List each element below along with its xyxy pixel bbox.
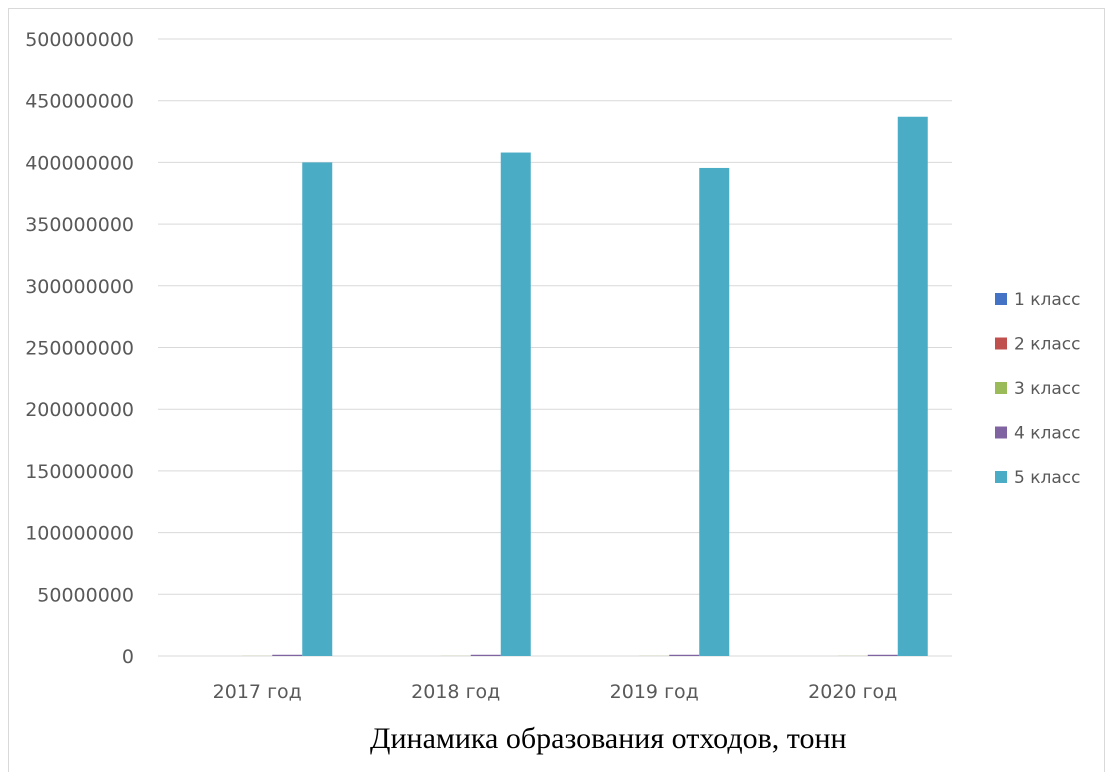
legend-swatch <box>995 426 1007 439</box>
legend-label: 5 класс <box>1014 468 1080 488</box>
bar <box>302 162 333 656</box>
legend-swatch <box>995 293 1007 305</box>
x-tick-label: 2019 год <box>610 681 699 703</box>
legend-label: 3 класс <box>1014 379 1080 399</box>
bar <box>500 152 531 656</box>
y-tick-label: 0 <box>122 646 134 668</box>
y-tick-label: 350000000 <box>25 214 134 236</box>
bar <box>699 167 730 656</box>
x-tick-label: 2018 год <box>411 681 500 703</box>
bar <box>867 654 898 656</box>
legend-label: 4 класс <box>1014 424 1080 444</box>
y-tick-label: 50000000 <box>37 584 134 606</box>
y-tick-label: 100000000 <box>25 523 134 545</box>
legend-swatch <box>995 337 1007 350</box>
x-tick-label: 2020 год <box>808 681 897 703</box>
y-tick-label: 400000000 <box>25 152 134 174</box>
legend-swatch <box>995 382 1007 394</box>
x-tick-label: 2017 год <box>213 681 302 703</box>
bar <box>272 654 303 656</box>
y-tick-label: 200000000 <box>25 399 134 421</box>
bar <box>669 654 700 656</box>
chart-caption: Динамика образования отходов, тонн <box>370 722 847 755</box>
bar <box>470 654 501 656</box>
legend-label: 1 класс <box>1014 290 1080 310</box>
y-tick-label: 500000000 <box>25 29 134 51</box>
y-tick-label: 300000000 <box>25 276 134 298</box>
y-tick-label: 250000000 <box>25 338 134 360</box>
y-tick-label: 150000000 <box>25 461 134 483</box>
y-tick-label: 450000000 <box>25 91 134 113</box>
bar <box>897 116 928 656</box>
legend-swatch <box>995 471 1007 483</box>
legend-label: 2 класс <box>1014 335 1080 355</box>
